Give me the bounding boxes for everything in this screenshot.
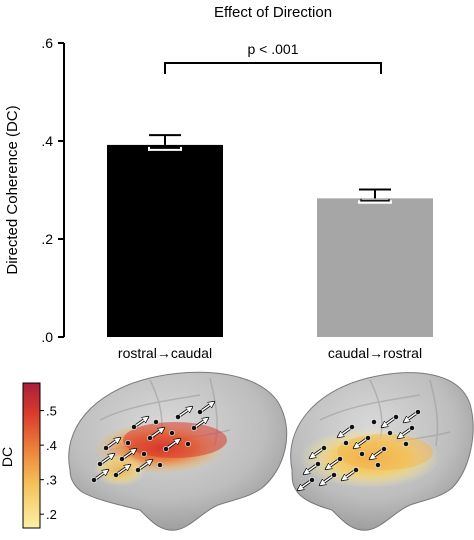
error-bar <box>149 134 181 145</box>
electrode <box>393 414 399 420</box>
brain-caudal-to-rostral <box>290 372 474 531</box>
error-bar-lower-edge <box>150 145 180 149</box>
electrode <box>409 425 415 431</box>
error-bar-lower-edge <box>360 198 390 202</box>
electrode <box>343 440 349 446</box>
colorbar-tick-label: .3 <box>46 473 57 488</box>
significance-label: p < .001 <box>248 41 299 57</box>
colorbar-tick-label: .2 <box>46 507 57 522</box>
electrode <box>119 456 125 462</box>
colorbar <box>22 382 41 529</box>
electrode <box>315 461 321 467</box>
bars <box>107 144 433 337</box>
electrode <box>185 441 191 447</box>
error-bar-lower <box>358 200 392 204</box>
y-tick-label: .6 <box>41 35 53 51</box>
electrode <box>141 451 147 457</box>
electrodes-right <box>298 409 421 490</box>
colorbar-tick-label: .5 <box>46 404 57 419</box>
electrode <box>197 409 203 415</box>
y-tick-label: .4 <box>41 133 53 149</box>
electrode <box>157 462 163 468</box>
electrode <box>131 424 137 430</box>
electrode <box>113 472 119 478</box>
electrode <box>375 462 381 468</box>
bar-caudal-rostral <box>317 198 433 337</box>
electrode <box>163 446 169 452</box>
error-bar <box>359 188 391 199</box>
electrodes-left <box>91 402 214 483</box>
electrode <box>191 425 197 431</box>
y-axis: .0 .2 .4 .6 <box>41 35 65 345</box>
electrode <box>135 467 141 473</box>
error-bar-lower <box>148 146 182 151</box>
electrode <box>359 451 365 457</box>
bar-rostral-caudal <box>107 144 223 337</box>
electrode <box>365 435 371 441</box>
electrode <box>349 424 355 430</box>
electrode <box>175 414 181 420</box>
y-axis-label: Directed Coherence (DC) <box>4 105 21 274</box>
category-labels: rostral→caudal caudal→rostral <box>118 345 422 361</box>
y-tick-label: .0 <box>41 329 53 345</box>
category-label: caudal→rostral <box>328 345 422 361</box>
electrode <box>387 430 393 436</box>
electrode <box>125 440 131 446</box>
electrode <box>153 419 159 425</box>
electrode <box>381 446 387 452</box>
colorbar-ticks: .2 .3 .4 .5 <box>40 404 57 522</box>
colorbar-label: DC <box>0 447 15 467</box>
brain-rostral-to-caudal <box>68 371 288 531</box>
electrode <box>97 461 103 467</box>
colorbar-tick-label: .4 <box>46 438 57 453</box>
category-label: rostral→caudal <box>118 345 212 361</box>
error-bars <box>148 134 392 204</box>
y-tick-label: .2 <box>41 231 53 247</box>
electrode <box>337 456 343 462</box>
electrode <box>169 430 175 436</box>
electrode <box>321 445 327 451</box>
significance-bracket <box>164 62 382 74</box>
electrode <box>309 477 315 483</box>
electrode <box>415 409 421 415</box>
electrode <box>147 435 153 441</box>
chart-title: Effect of Direction <box>214 4 332 21</box>
electrode <box>353 467 359 473</box>
electrode <box>403 441 409 447</box>
electrode <box>371 419 377 425</box>
electrode <box>91 477 97 483</box>
electrode <box>103 445 109 451</box>
electrode <box>331 472 337 478</box>
